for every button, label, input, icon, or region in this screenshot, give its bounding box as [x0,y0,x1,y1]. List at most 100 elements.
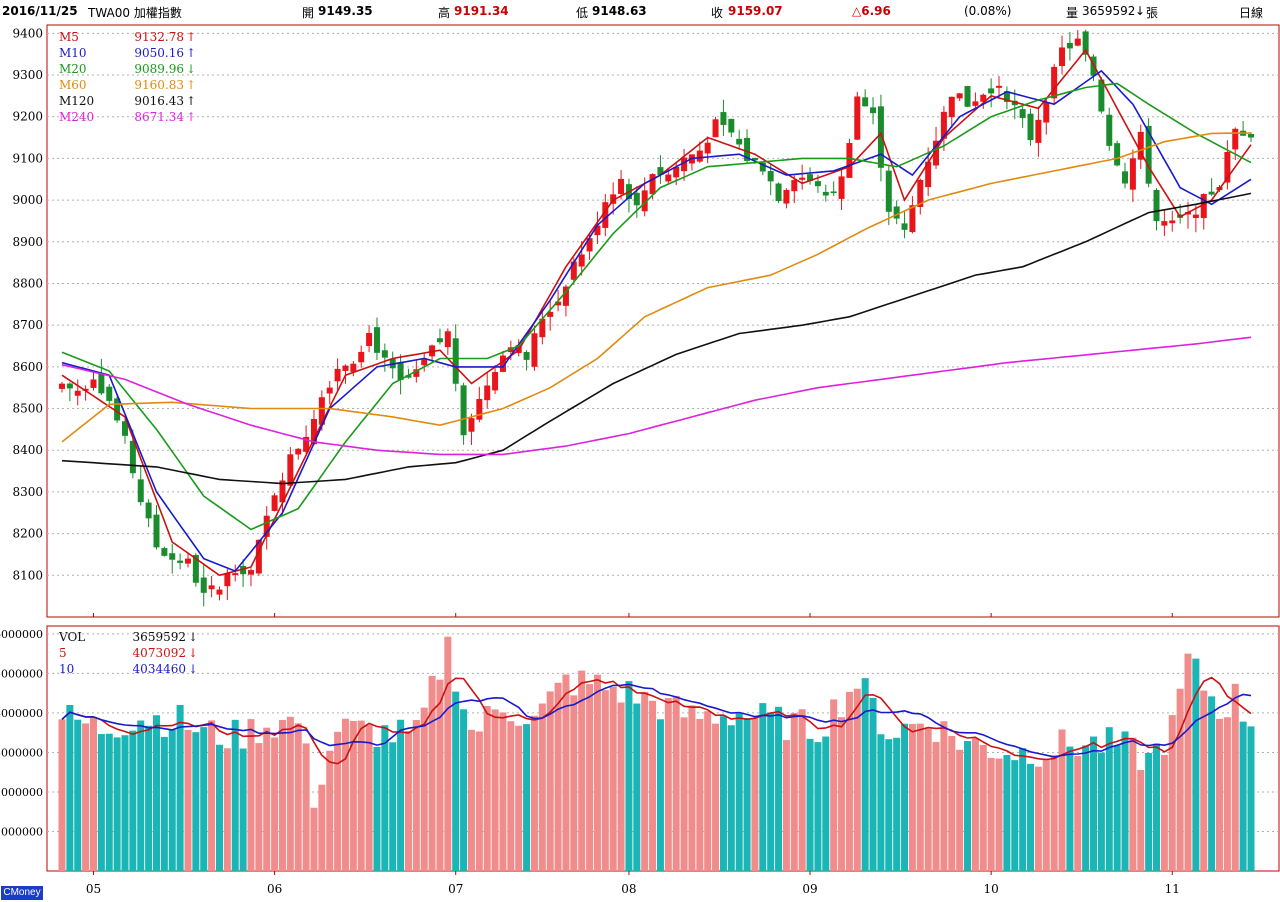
volume-bar [145,725,153,871]
price-panel: 8100 8200 8300 8400 8500 8600 8700 8800 8900 9000… [12,24,1280,618]
candle-body [830,191,837,194]
candle-body [169,553,176,560]
candle-body [578,254,585,267]
candle-body [334,368,341,382]
volume-bar [1074,756,1082,871]
candle-body [145,502,152,519]
candle-body [413,369,420,377]
volume-bar [672,695,680,871]
candle-body [948,96,955,118]
volume-bar [452,691,460,871]
month-label: 11 [1165,882,1180,896]
volume-bar [853,688,861,871]
volume-tick-label: 5000000 [0,667,43,680]
volume-bar [1176,688,1184,871]
volume-bar [743,718,751,871]
candle-body [759,162,766,172]
candle-body [1192,214,1199,218]
candle-body [909,205,916,233]
candle-body [452,338,459,384]
candle-body [846,142,853,178]
volume-bar [656,719,664,871]
candle-body [814,181,821,187]
candle-body [106,386,113,401]
volume-bar [1137,770,1145,871]
volume-bar [1168,715,1176,871]
volume-bar [727,725,735,871]
legend-arrow: ↓ [186,62,196,76]
candle-body [980,94,987,102]
price-tick-label: 8100 [12,568,43,582]
volume-bar [759,703,767,871]
candle-body [421,359,428,366]
volume-bar [58,719,66,871]
candle-body [1059,47,1066,67]
candle-body [610,194,617,204]
volume-bar [586,684,594,871]
volume-bar [601,690,609,871]
volume-bar [806,738,814,871]
volume-bar [357,720,365,871]
legend-arrow: ↑ [186,94,196,108]
candle-body [1208,191,1215,195]
volume-bar [845,691,853,871]
volume-bar [570,695,578,871]
candle-body [594,225,601,236]
volume-bar [530,715,538,871]
volume-bar [310,807,318,871]
volume-bar [1105,727,1113,871]
legend-arrow: ↑ [186,30,196,44]
candle-body [720,112,727,125]
volume-bar [176,705,184,871]
candle-body [1161,221,1168,226]
volume-bar [782,740,790,871]
volume-bar [420,707,428,871]
volume-bar [412,720,420,871]
volume-bar [593,674,601,871]
ma-line-m5 [61,48,1252,577]
candle-body [484,385,491,401]
price-tick-label: 9400 [12,26,43,40]
candle-body [1106,114,1113,146]
month-label: 07 [448,882,463,896]
volume-legend-name: VOL [58,630,85,644]
candle-body [704,142,711,154]
volume-bar [1011,760,1019,871]
volume-bar [1003,755,1011,871]
volume-tick-label: 2000000 [0,786,43,799]
volume-bar [830,699,838,871]
volume-bar [546,691,554,871]
candle-body [751,157,758,161]
low-value: 9148.63 [592,4,647,18]
price-tick-label: 8300 [12,485,43,499]
candle-body [972,101,979,106]
volume-bar [349,720,357,871]
candle-body [350,363,357,372]
candle-body [177,560,184,563]
candle-body [468,418,475,432]
volume-bar [129,730,137,871]
volume-bar [1090,736,1098,871]
change-value: △6.96 [852,4,891,18]
volume-bar [735,713,743,871]
volume-bar [278,720,286,871]
volume-bar [239,748,247,871]
candle-body [838,176,845,199]
volume-bar [617,702,625,871]
volume-bar [82,723,90,871]
volume-bar [1208,696,1216,871]
volume-bar [609,686,617,871]
volume-bar [948,735,956,871]
change-percent: (0.08%) [964,4,1012,18]
candle-body [90,379,97,388]
volume-bar [798,709,806,871]
volume-bar [66,704,74,871]
volume-bar [1019,748,1027,871]
volume-bar [507,721,515,871]
volume-bar [1129,737,1137,871]
volume-bar [680,717,688,871]
volume-legend-arrow: ↓ [188,646,198,660]
volume-bar [475,731,483,871]
volume-bar [200,727,208,871]
month-label: 06 [267,882,282,896]
